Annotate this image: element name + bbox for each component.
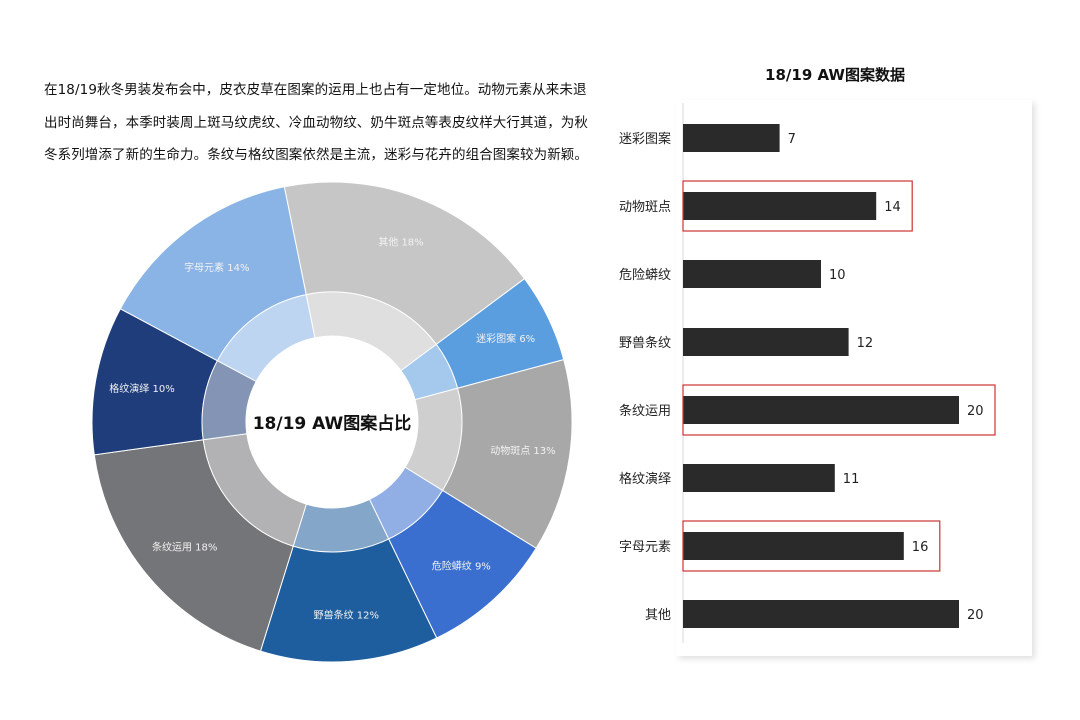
donut-center-title: 18/19 AW图案占比 bbox=[253, 413, 412, 434]
donut-hole bbox=[246, 336, 418, 508]
bar-category-label-1: 迷彩图案 bbox=[619, 132, 671, 147]
bar-category-label-5: 条纹运用 bbox=[619, 403, 671, 419]
bar-value-label-8: 20 bbox=[967, 608, 984, 623]
bar-value-label-4: 12 bbox=[857, 336, 874, 351]
bar-category-label-8: 其他 bbox=[645, 608, 671, 623]
bar-category-label-7: 字母元素 bbox=[619, 540, 671, 555]
bar-category-label-2: 动物斑点 bbox=[619, 200, 671, 215]
donut-slice-label-8: 字母元素 14% bbox=[184, 261, 249, 274]
donut-slice-labels: 其他 18% 迷彩图案 6% 动物斑点 13% 危险蟒纹 9% 野兽条纹 12% 条纹运用… bbox=[109, 236, 555, 622]
bar-1 bbox=[683, 124, 780, 152]
bar-value-label-6: 11 bbox=[843, 472, 860, 487]
bar-category-label-4: 野兽条纹 bbox=[619, 335, 671, 351]
donut-slice-label-5: 野兽条纹 12% bbox=[314, 608, 379, 621]
bar-8 bbox=[683, 600, 959, 628]
bar-2 bbox=[683, 192, 877, 220]
bar-4 bbox=[683, 328, 849, 356]
bar-highlight-box-2 bbox=[682, 180, 913, 232]
bar-3 bbox=[683, 260, 821, 288]
bar-value-label-2: 14 bbox=[884, 200, 901, 215]
donut-slice-label-1: 其他 18% bbox=[378, 236, 423, 249]
bar-value-labels: 7 14 10 12 20 11 16 20 bbox=[788, 132, 984, 623]
donut-slice-label-7: 格纹演绎 10% bbox=[109, 382, 174, 395]
donut-outer-ring bbox=[91, 181, 573, 663]
bar-highlight-boxes bbox=[682, 180, 996, 572]
bar-series bbox=[683, 124, 959, 628]
bar-value-label-3: 10 bbox=[829, 268, 846, 283]
donut-slice-label-2: 迷彩图案 6% bbox=[476, 332, 535, 345]
bar-value-label-5: 20 bbox=[967, 404, 984, 419]
donut-slice-label-3: 动物斑点 13% bbox=[490, 444, 555, 457]
donut-inner-ring bbox=[201, 291, 463, 553]
intro-paragraph: 在18/19秋冬男装发布会中，皮衣皮草在图案的运用上也占有一定地位。动物元素从来… bbox=[44, 82, 588, 163]
donut-slice-label-6: 条纹运用 18% bbox=[152, 541, 217, 554]
bar-category-label-6: 格纹演绎 bbox=[619, 471, 671, 487]
bar-highlight-box-7 bbox=[682, 520, 941, 572]
bar-highlight-box-5 bbox=[682, 384, 996, 436]
bar-category-label-3: 危险蟒纹 bbox=[619, 268, 671, 283]
bar-value-label-1: 7 bbox=[788, 132, 796, 147]
bar-5 bbox=[683, 396, 959, 424]
donut-slice-label-4: 危险蟒纹 9% bbox=[432, 559, 491, 572]
donut-chart: 其他 18% 迷彩图案 6% 动物斑点 13% 危险蟒纹 9% 野兽条纹 12% 条纹运用… bbox=[91, 181, 573, 663]
bar-7 bbox=[683, 532, 904, 560]
bar-value-label-7: 16 bbox=[912, 540, 929, 555]
bar-chart-title: 18/19 AW图案数据 bbox=[765, 66, 905, 84]
bar-6 bbox=[683, 464, 835, 492]
